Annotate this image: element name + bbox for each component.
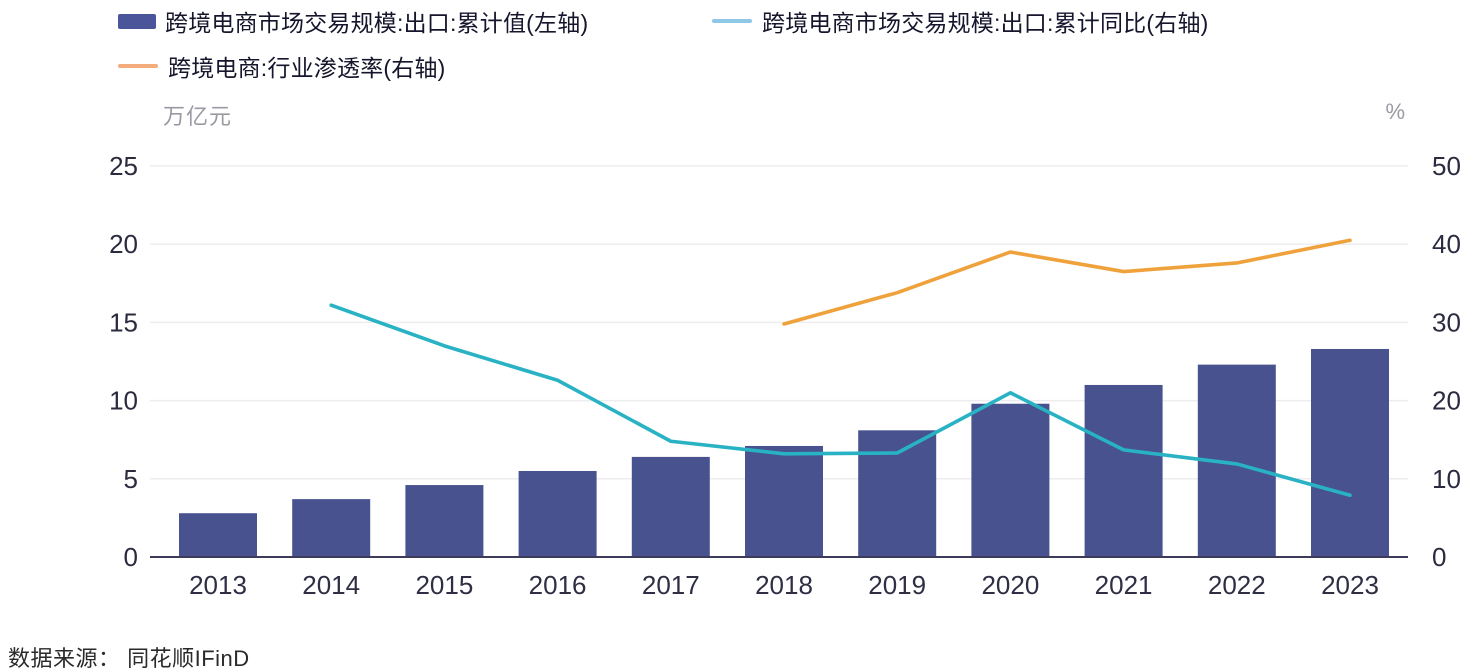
legend-label-penetration: 跨境电商:行业渗透率(右轴) <box>168 55 446 81</box>
x-axis-label-2013: 2013 <box>189 570 247 600</box>
x-axis-label-2016: 2016 <box>529 570 587 600</box>
bar-2017 <box>631 456 710 557</box>
right-axis-tick-label: 50 <box>1432 151 1461 181</box>
legend-item-yoy: 跨境电商市场交易规模:出口:累计同比(右轴) <box>712 6 1209 36</box>
right-axis-unit-label: % <box>1385 99 1406 124</box>
left-axis-tick-label: 20 <box>109 229 138 259</box>
legend-item-penetration: 跨境电商:行业渗透率(右轴) <box>118 51 446 81</box>
right-axis-tick-label: 30 <box>1432 307 1461 337</box>
left-axis-tick-label: 15 <box>109 307 138 337</box>
bar-2015 <box>405 485 484 557</box>
x-axis-label-2021: 2021 <box>1095 570 1153 600</box>
bar-2021 <box>1084 384 1163 557</box>
line-swatch-icon <box>118 64 158 68</box>
penetration-line <box>782 238 1352 326</box>
x-axis-label-2018: 2018 <box>755 570 813 600</box>
x-axis-label-2019: 2019 <box>868 570 926 600</box>
x-axis-label-2015: 2015 <box>415 570 473 600</box>
right-axis-tick-label: 10 <box>1432 464 1461 494</box>
data-source-note: 数据来源： 同花顺IFinD <box>8 646 250 670</box>
bar-2016 <box>518 470 597 557</box>
left-axis-tick-label: 0 <box>124 542 138 572</box>
bar-swatch-icon <box>118 13 156 29</box>
legend-label-yoy: 跨境电商市场交易规模:出口:累计同比(右轴) <box>762 10 1209 36</box>
bar-2013 <box>179 513 257 557</box>
legend-label-export-value: 跨境电商市场交易规模:出口:累计值(左轴) <box>165 10 589 36</box>
right-axis-tick-label: 0 <box>1432 542 1446 572</box>
line-swatch-icon <box>712 19 752 23</box>
x-axis-label-2014: 2014 <box>302 570 360 600</box>
x-axis-label-2022: 2022 <box>1208 570 1266 600</box>
left-axis-unit-label: 万亿元 <box>163 104 233 129</box>
x-axis-label-2020: 2020 <box>981 570 1039 600</box>
bar-2018 <box>745 445 823 557</box>
legend-item-export-value: 跨境电商市场交易规模:出口:累计值(左轴) <box>118 6 588 36</box>
right-axis-tick-label: 20 <box>1432 386 1461 416</box>
x-axis-label-2017: 2017 <box>642 570 700 600</box>
right-axis-tick-label: 40 <box>1432 229 1461 259</box>
left-axis-tick-label: 10 <box>109 386 138 416</box>
bar-2019 <box>858 430 937 557</box>
left-axis-tick-label: 25 <box>109 151 138 181</box>
x-axis-label-2023: 2023 <box>1321 570 1379 600</box>
yoy-line <box>329 303 1352 498</box>
left-axis-tick-label: 5 <box>124 464 138 494</box>
bar-2020 <box>971 403 1050 557</box>
bar-2023 <box>1311 348 1389 557</box>
bar-2014 <box>292 499 371 557</box>
